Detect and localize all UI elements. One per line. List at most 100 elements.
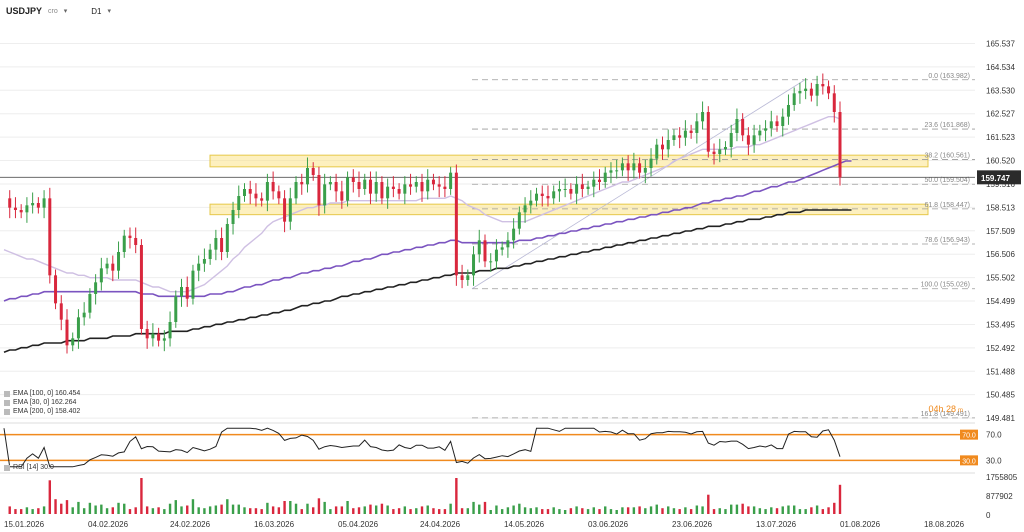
candle: [94, 282, 98, 294]
volume-bar: [552, 507, 555, 514]
volume-bar: [747, 506, 750, 514]
candle: [59, 303, 63, 320]
volume-bar: [426, 505, 429, 514]
candle: [317, 175, 321, 206]
candle: [494, 249, 498, 262]
candle: [443, 186, 447, 189]
volume-bar: [145, 506, 149, 514]
volume-bar: [237, 504, 240, 514]
rsi-level-tag: [960, 455, 978, 466]
candle: [838, 112, 842, 178]
candle: [449, 172, 453, 189]
rsi-level-tag: [960, 429, 978, 440]
candle: [546, 196, 550, 199]
candle: [723, 147, 727, 150]
candle: [683, 130, 687, 138]
timeframe-label[interactable]: D1: [91, 6, 102, 16]
volume-bar: [735, 504, 739, 514]
volume-bar: [197, 507, 200, 514]
candle: [626, 163, 630, 171]
candle: [580, 184, 584, 189]
candle: [162, 338, 166, 341]
volume-bar: [644, 508, 647, 514]
fib-level-label: 38.2 (160.561): [924, 153, 970, 160]
candle: [391, 186, 395, 189]
volume-bar: [598, 509, 601, 514]
volume-bar: [71, 507, 74, 514]
candle: [827, 86, 831, 94]
candle: [786, 105, 790, 117]
y-tick-label: 153.495: [986, 320, 1015, 329]
volume-bar: [512, 505, 515, 514]
volume-bar: [340, 506, 344, 514]
candle: [305, 168, 309, 185]
volume-bar: [758, 508, 762, 514]
x-tick-label: 15.01.2026: [4, 520, 45, 529]
ema30-legend: EMA [30, 0] 162.264: [4, 399, 76, 406]
volume-bar: [420, 506, 424, 514]
symbol-dropdown-icon[interactable]: ▾: [63, 8, 68, 15]
candle: [300, 182, 304, 185]
candle: [821, 84, 825, 87]
symbol-label[interactable]: USDJPY: [6, 6, 43, 16]
y-tick-label: 151.488: [986, 367, 1015, 376]
volume-bar: [655, 504, 658, 514]
candle: [220, 238, 224, 252]
volume-bar: [117, 502, 120, 514]
ema200-legend-label: EMA [200, 0] 158.402: [13, 408, 81, 415]
candle: [311, 168, 315, 175]
candle: [809, 88, 813, 96]
candle: [792, 93, 796, 105]
rsi-tick-label: 30.0: [986, 456, 1002, 465]
candle: [477, 240, 481, 255]
volume-bar: [798, 509, 802, 514]
x-tick-label: 24.02.2026: [170, 520, 211, 529]
candle: [180, 287, 184, 297]
volume-bar: [111, 507, 114, 514]
candle: [540, 193, 544, 196]
ema30-legend-label: EMA [30, 0] 162.264: [13, 399, 77, 406]
volume-bar: [804, 509, 807, 514]
candle: [706, 112, 710, 152]
candle: [586, 186, 590, 189]
candle: [36, 203, 40, 208]
volume-bar: [563, 510, 567, 514]
volume-bar: [357, 507, 361, 514]
volume-bar: [31, 509, 34, 514]
volume-bar: [77, 501, 80, 514]
volume-bar: [827, 507, 830, 514]
volume-bar: [437, 509, 441, 514]
timeframe-dropdown-icon[interactable]: ▾: [107, 8, 112, 15]
volume-tick-label: 877902: [986, 492, 1013, 501]
candle: [19, 210, 23, 213]
candle: [271, 182, 275, 192]
candle: [351, 177, 355, 182]
symbol-sublabel: cro: [48, 7, 58, 15]
volume-bar: [208, 506, 212, 514]
candle: [718, 149, 722, 154]
volume-bar: [352, 508, 355, 514]
fib-trend-line: [471, 79, 806, 290]
candle: [609, 170, 613, 173]
volume-bar: [168, 503, 172, 514]
volume-bar: [277, 507, 281, 514]
volume-bar: [506, 507, 510, 514]
volume-bar: [317, 498, 321, 514]
fib-level-label: 100.0 (155.026): [921, 282, 970, 289]
volume-bar: [609, 509, 613, 514]
candle: [620, 163, 624, 171]
ema200-line: [3, 209, 852, 354]
volume-bar: [271, 506, 275, 514]
rsi-tick-label: 70.0: [986, 431, 1002, 440]
volume-bar: [82, 508, 86, 514]
support-zone: [209, 154, 929, 168]
volume-bar: [334, 506, 338, 514]
volume-bar: [478, 504, 481, 514]
volume-bar: [712, 509, 716, 514]
candle: [174, 296, 178, 322]
candle: [603, 172, 607, 182]
fib-level-label: 50.0 (159.504): [924, 177, 970, 184]
rsi-level-tag-label: 70.0: [962, 433, 976, 440]
ema100-legend: EMA [100, 0] 160.454: [4, 390, 80, 397]
